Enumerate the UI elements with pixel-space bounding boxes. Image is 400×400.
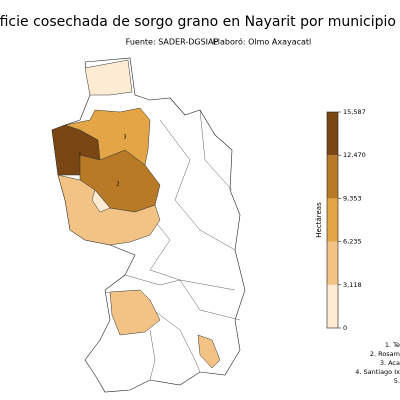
municipality-list-item: 4. Santiago Ix <box>355 368 400 376</box>
municipality-list-item: 3. Aca <box>380 359 400 367</box>
colorbar-bin <box>327 241 338 285</box>
title: perficie cosechada de sorgo grano en Nay… <box>0 14 400 30</box>
colorbar-bin <box>327 112 338 156</box>
colorbar-tick-label: 3,118 <box>343 281 362 289</box>
municipality-list-item: 2. Rosam <box>370 350 400 358</box>
municipality <box>197 334 221 369</box>
colorbar-tick-label: 6,235 <box>343 238 362 246</box>
municipality <box>84 59 133 96</box>
colorbar-tick-label: 15,587 <box>343 108 366 116</box>
author: Elaboró: Olmo Axayacatl <box>213 37 312 47</box>
municipality-label: 3 <box>123 135 126 141</box>
colorbar-tick-label: 9,353 <box>343 194 362 202</box>
municipality-label: 2 <box>116 182 119 188</box>
source: Fuente: SADER-DGSIAP <box>126 38 219 47</box>
municipality <box>64 107 151 166</box>
municipality <box>109 289 161 336</box>
colorbar-tick-label: 0 <box>343 324 347 332</box>
municipality-list-item: 1. Te <box>385 341 400 349</box>
colorbar-bin <box>327 284 338 328</box>
colorbar-bin <box>327 198 338 242</box>
colorbar-tick-label: 12,470 <box>343 151 366 159</box>
municipality <box>91 189 111 213</box>
colorbar-frame <box>326 111 339 329</box>
colorbar-bin <box>327 155 338 199</box>
colorbar-label: Hectáreas <box>315 202 323 238</box>
municipality-list-item: 5. <box>394 377 400 385</box>
